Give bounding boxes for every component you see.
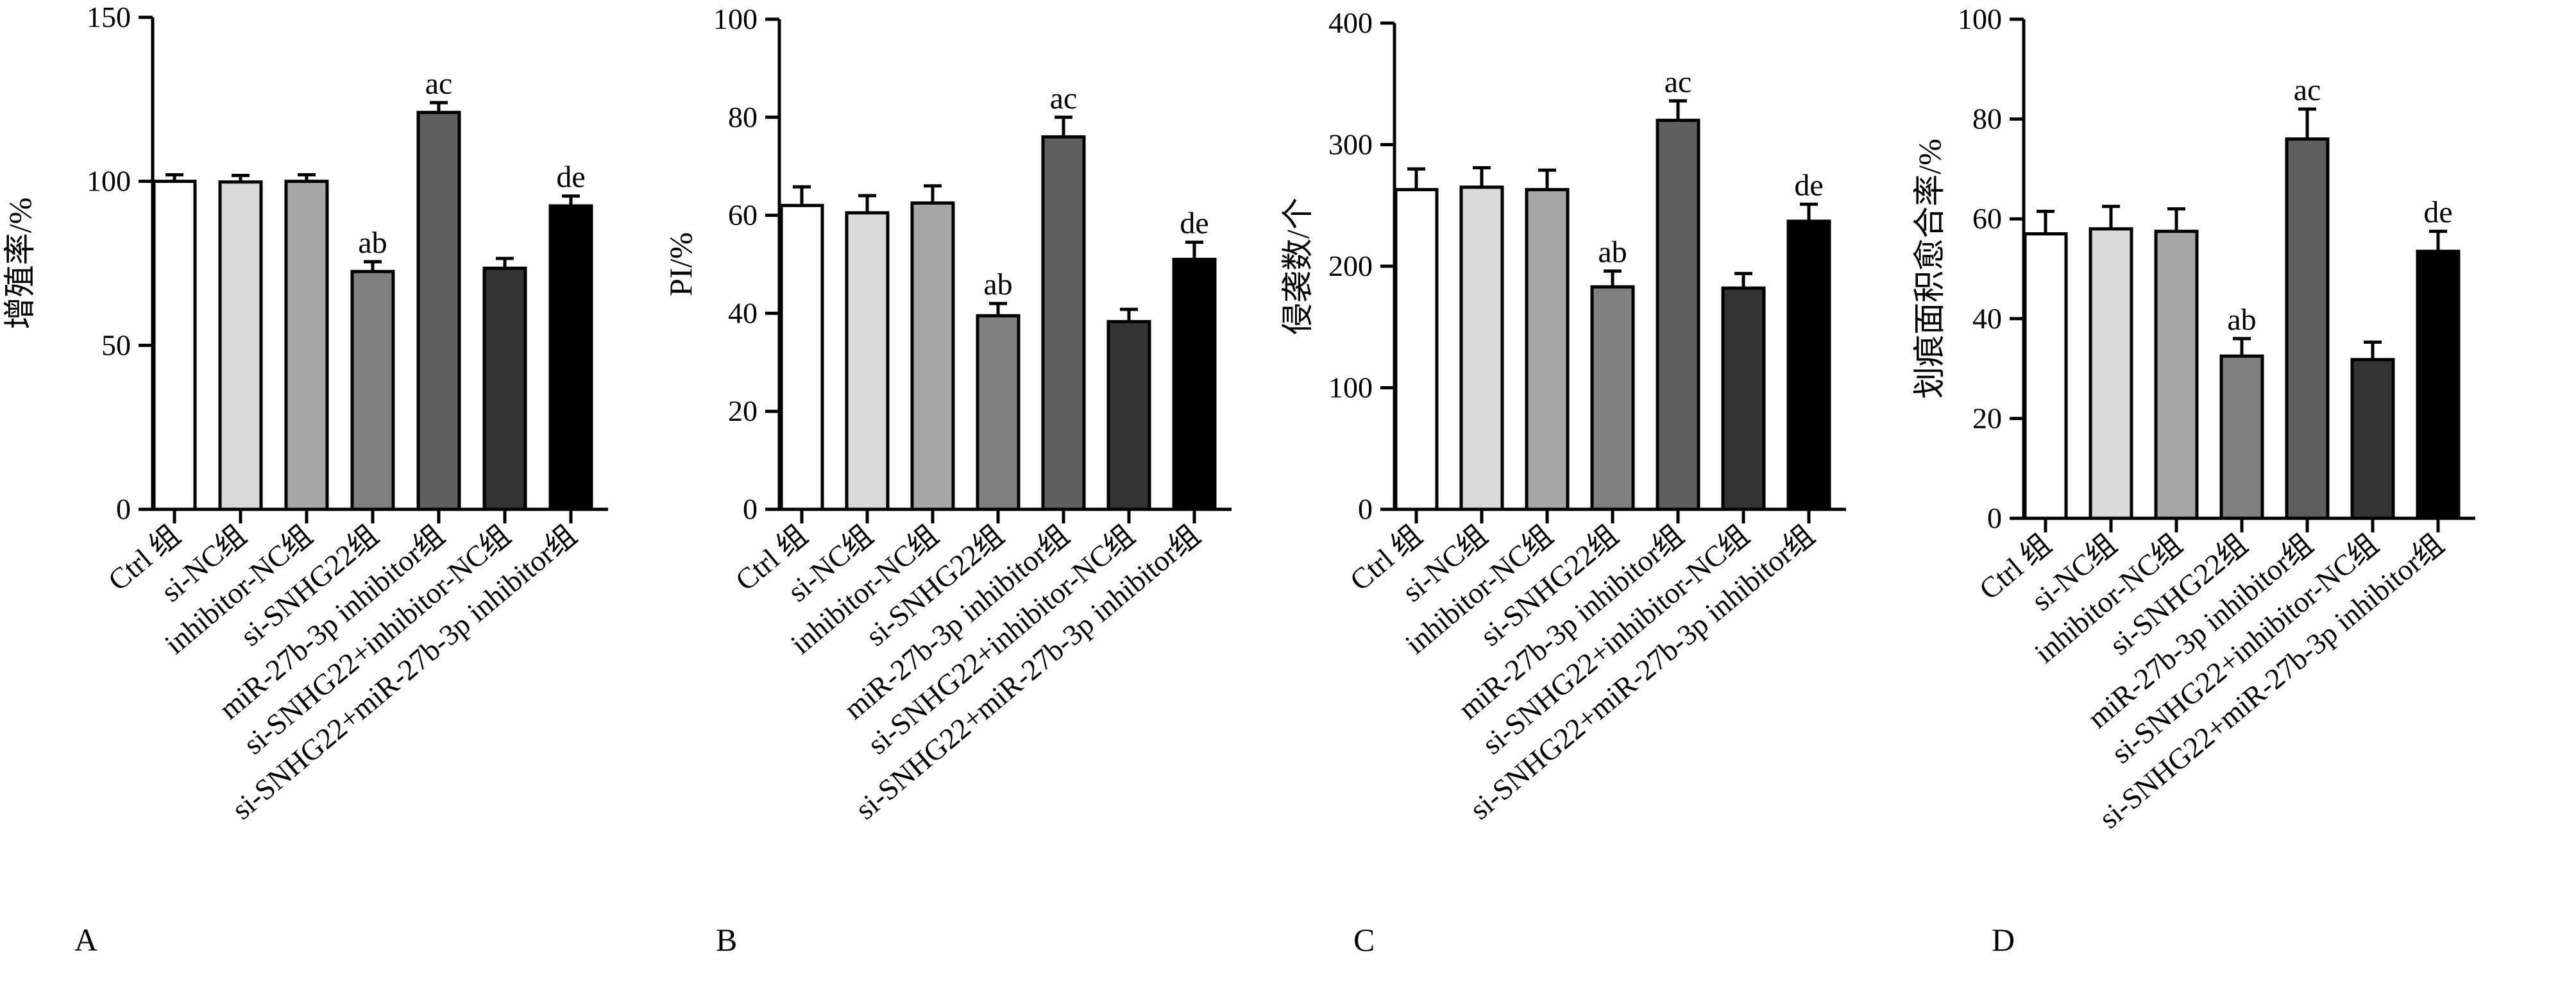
bar: [1041, 135, 1086, 511]
significance-label: de: [556, 160, 585, 194]
significance-label: ab: [2227, 303, 2256, 337]
bar: [152, 180, 197, 511]
bar: [1394, 188, 1439, 511]
significance-label: ac: [2294, 73, 2321, 107]
y-tick-label: 60: [728, 199, 758, 232]
y-tick-label: 60: [1972, 202, 2002, 235]
bar: [1459, 185, 1504, 511]
bar: [2416, 250, 2461, 520]
y-tick-label: 100: [1328, 371, 1373, 404]
y-tick-label: 40: [728, 296, 758, 329]
bar: [2154, 230, 2199, 520]
bar: [218, 180, 263, 511]
bar: [548, 204, 593, 511]
bar: [1721, 286, 1766, 511]
y-tick-label: 100: [713, 3, 758, 35]
bar: [845, 211, 890, 511]
bar: [1590, 285, 1635, 511]
y-tick-label: 0: [116, 493, 131, 525]
bar: [350, 269, 395, 511]
y-tick-label: 20: [728, 394, 758, 427]
bar: [2350, 358, 2395, 520]
significance-label: de: [2423, 196, 2452, 230]
y-axis-label: PI/%: [663, 232, 699, 296]
bar: [2285, 137, 2330, 520]
bar: [1656, 119, 1700, 511]
bar: [2023, 232, 2068, 520]
significance-label: ab: [358, 226, 387, 260]
panel-label: C: [1353, 922, 1375, 958]
bar: [1786, 219, 1831, 511]
y-tick-label: 200: [1328, 250, 1373, 282]
y-axis-label: 侵袭数/个: [1280, 198, 1316, 335]
y-axis-label: 划痕面积愈合率/%: [1911, 139, 1947, 399]
bar: [779, 203, 824, 511]
panel-label: D: [1992, 922, 2015, 958]
y-tick-label: 80: [1972, 103, 2002, 135]
y-tick-label: 50: [101, 328, 131, 361]
y-tick-label: 0: [743, 493, 758, 525]
y-tick-label: 400: [1328, 6, 1373, 39]
bar: [284, 180, 329, 511]
bar: [976, 314, 1021, 511]
bar: [1106, 319, 1151, 511]
y-tick-label: 100: [1958, 3, 2002, 35]
panel-label: B: [716, 922, 737, 958]
significance-label: de: [1794, 168, 1823, 202]
y-tick-label: 0: [1987, 502, 2002, 534]
bar: [1172, 257, 1217, 511]
y-axis-label: 增殖率/%: [2, 198, 38, 330]
panel-label: A: [74, 922, 97, 958]
bar: [2089, 227, 2133, 520]
significance-label: ac: [1050, 81, 1078, 115]
y-tick-label: 300: [1328, 128, 1373, 161]
significance-label: de: [1180, 207, 1208, 241]
bar: [416, 110, 461, 511]
significance-label: ac: [425, 67, 453, 101]
bar: [2219, 354, 2264, 520]
y-tick-label: 40: [1972, 302, 2002, 335]
bar: [1525, 188, 1570, 511]
bar: [910, 201, 955, 511]
bar: [482, 266, 527, 511]
y-tick-label: 100: [87, 165, 131, 198]
significance-label: ab: [983, 267, 1012, 301]
significance-label: ab: [1598, 235, 1627, 269]
y-tick-label: 80: [728, 101, 758, 133]
y-tick-label: 20: [1972, 402, 2002, 434]
y-tick-label: 150: [87, 1, 131, 33]
significance-label: ac: [1665, 65, 1692, 99]
y-tick-label: 0: [1358, 493, 1373, 525]
